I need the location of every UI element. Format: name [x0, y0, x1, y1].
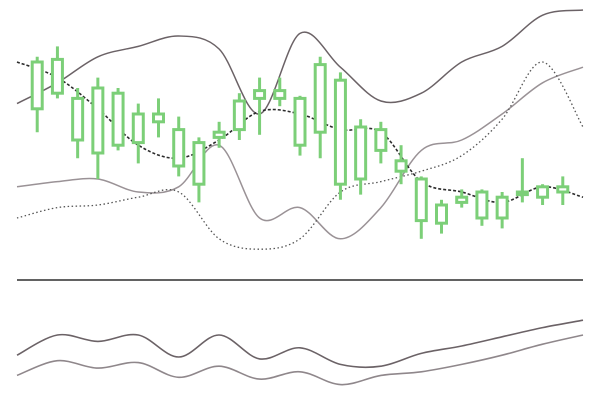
candle: [333, 72, 347, 200]
candle-body: [536, 185, 550, 199]
candle: [30, 56, 44, 133]
candle-body: [253, 89, 267, 100]
indicator-panel: [16, 319, 584, 386]
candle-body: [91, 86, 105, 155]
candle-body: [172, 128, 186, 168]
candle: [91, 77, 105, 179]
candle-body: [111, 91, 125, 147]
candle: [455, 189, 469, 208]
lower-band-line: [16, 66, 584, 240]
candle: [253, 77, 267, 135]
candle-body: [71, 96, 85, 142]
upper-band-line: [16, 9, 584, 115]
candle-body: [30, 60, 44, 111]
candle: [152, 98, 165, 138]
indicator-line-1: [16, 319, 584, 369]
candle-body: [495, 195, 509, 220]
candle: [131, 103, 145, 164]
candle-body: [455, 195, 469, 204]
candle: [394, 145, 408, 185]
candle: [515, 158, 529, 203]
candle-body: [556, 185, 570, 194]
candle-body: [435, 203, 448, 225]
candle: [111, 88, 125, 151]
candle-body: [394, 159, 408, 173]
candle-body: [313, 63, 327, 134]
candle-body: [414, 177, 428, 223]
candle: [172, 116, 186, 177]
candle-body: [50, 57, 64, 95]
candle-body: [232, 99, 246, 132]
candle-body: [475, 190, 489, 220]
candle: [313, 56, 327, 159]
candle-body: [273, 89, 287, 100]
candle: [212, 121, 226, 148]
candle-body: [374, 128, 388, 152]
candle: [374, 121, 388, 164]
candle: [475, 189, 489, 226]
candle-body: [131, 112, 145, 145]
candle: [192, 137, 206, 203]
candle-body: [152, 112, 165, 124]
candle: [50, 46, 64, 99]
candle: [232, 93, 246, 140]
candle: [273, 77, 287, 107]
candle-body: [192, 141, 206, 186]
candle-body: [333, 78, 347, 186]
candle: [414, 176, 428, 239]
dotted-line: [16, 61, 584, 250]
candle: [536, 184, 550, 205]
candle: [293, 95, 307, 156]
candle-body: [354, 125, 368, 181]
price-panel: [16, 9, 584, 250]
candle: [435, 199, 448, 234]
candle-body: [515, 190, 529, 197]
indicator-line-2: [16, 334, 584, 386]
candle: [71, 88, 85, 159]
candle-body: [212, 130, 226, 139]
candle: [556, 176, 570, 205]
candle-body: [293, 96, 307, 147]
candle: [354, 119, 368, 195]
candle: [495, 192, 509, 229]
